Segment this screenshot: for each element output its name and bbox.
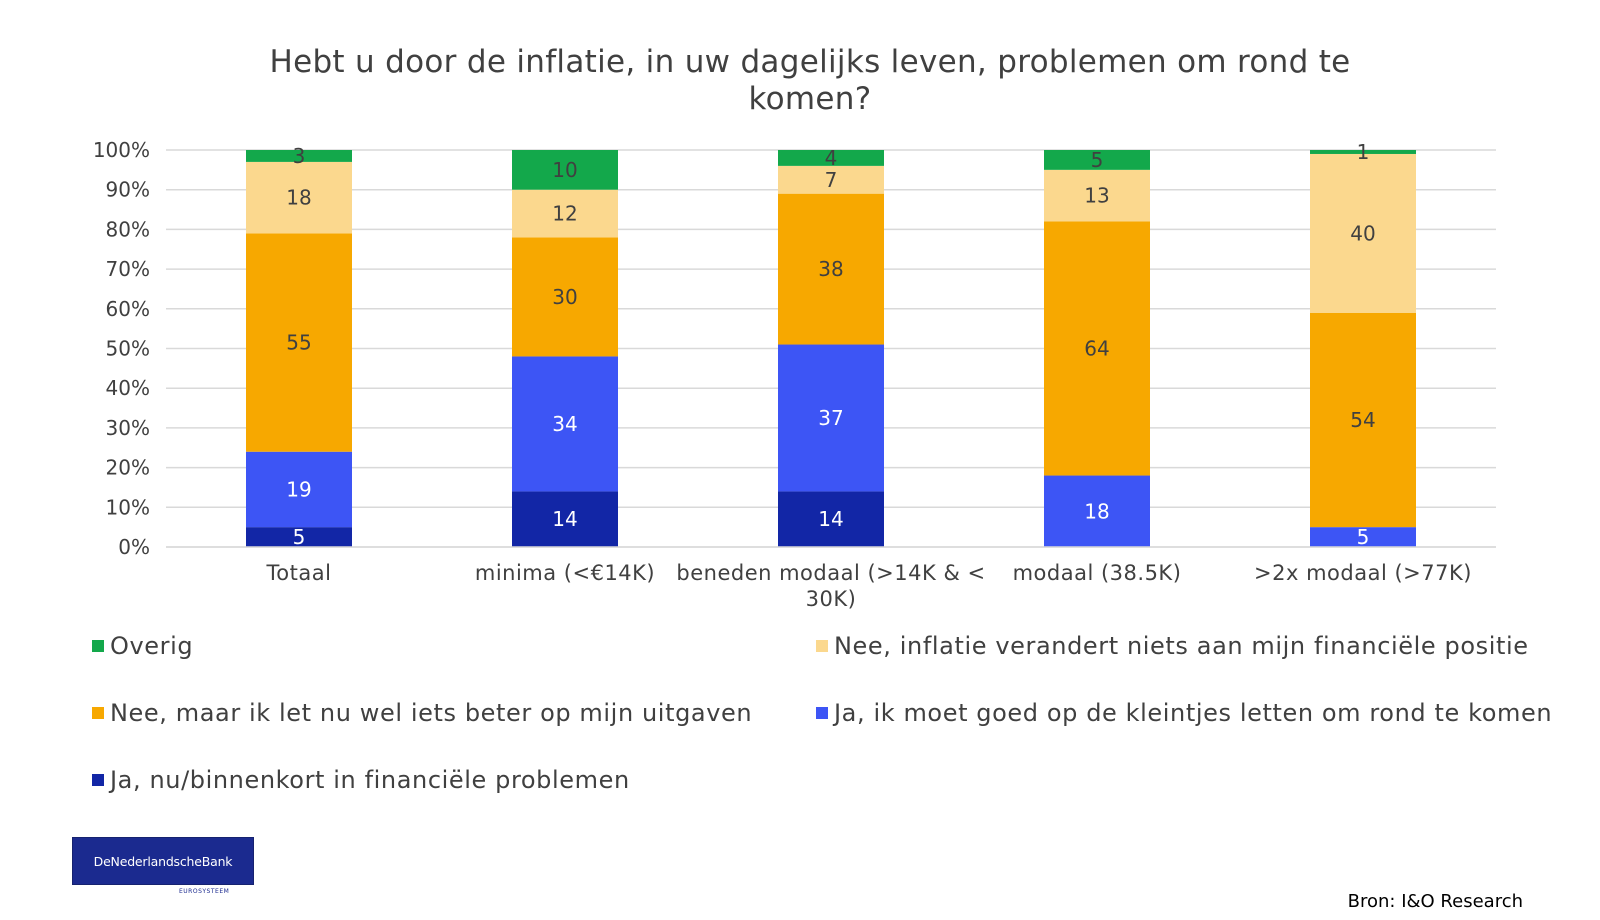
x-tick-label: Totaal [266,561,332,585]
data-label: 4 [825,146,838,170]
bar-segment [246,527,352,547]
legend-swatch [92,640,104,652]
data-label: 18 [286,186,311,210]
y-tick-label: 80% [106,217,150,241]
y-tick-label: 60% [106,297,150,321]
x-tick-label: 30K) [806,587,857,611]
bar-segment [246,233,352,452]
bar-segment [512,237,618,357]
data-label: 55 [286,331,311,355]
bar-segment [512,491,618,547]
stacked-bar-chart: 0%10%20%30%40%50%60%70%80%90%100%5195518… [93,138,1496,611]
bar-segment [512,356,618,492]
legend-item: Nee, maar ik let nu wel iets beter op mi… [92,699,752,727]
data-label: 64 [1084,337,1109,361]
legend-item: Overig [92,632,193,660]
data-label: 10 [552,158,577,182]
data-label: 14 [552,507,577,531]
bar-segment [778,165,884,194]
data-label: 5 [1357,525,1370,549]
data-label: 7 [825,168,838,192]
legend-swatch [816,707,828,719]
data-label: 13 [1084,184,1109,208]
data-label: 30 [552,285,577,309]
legend-label: Nee, inflatie verandert niets aan mijn f… [834,632,1529,660]
data-label: 19 [286,477,311,501]
y-tick-label: 0% [118,535,150,559]
x-tick-label: >2x modaal (>77K) [1254,561,1472,585]
bar-segment [1310,527,1416,547]
data-label: 12 [552,202,577,226]
data-label: 1 [1357,140,1370,164]
bar-segment [1044,475,1150,547]
legend-label: Overig [110,632,194,660]
legend-swatch [816,640,828,652]
bar-segment [246,161,352,234]
y-tick-label: 70% [106,257,150,281]
bar-segment [1310,153,1416,313]
data-label: 38 [818,257,843,281]
bar-segment [778,193,884,345]
bar-segment [1044,150,1150,170]
bar-segment [512,189,618,238]
data-label: 54 [1350,408,1375,432]
bar-segment [1310,150,1416,154]
legend-label: Ja, ik moet goed op de kleintjes letten … [834,699,1553,727]
x-tick-label: beneden modaal (>14K & < [676,561,985,585]
y-tick-label: 30% [106,416,150,440]
data-label: 3 [293,144,306,168]
data-label: 5 [293,525,306,549]
chart-legend: Overig Nee, inflatie verandert niets aan … [92,620,1592,810]
bar-segment [1044,221,1150,476]
legend-item: Ja, ik moet goed op de kleintjes letten … [816,699,1552,727]
chart-title: Hebt u door de inflatie, in uw dagelijks… [269,44,1351,117]
y-tick-label: 50% [106,337,150,361]
bar-segment [778,150,884,166]
bar-segment [1044,169,1150,222]
bar-segment [1310,312,1416,528]
bar-segment [246,451,352,528]
data-label: 40 [1350,221,1375,245]
y-tick-label: 40% [106,376,150,400]
y-tick-label: 20% [106,456,150,480]
x-tick-label: modaal (38.5K) [1013,561,1182,585]
data-label: 34 [552,412,577,436]
data-label: 5 [1091,148,1104,172]
data-label: 14 [818,507,843,531]
legend-item: Ja, nu/binnenkort in financiële probleme… [92,766,630,794]
bar-segment [778,344,884,492]
legend-swatch [92,774,104,786]
bar-segment [512,150,618,190]
legend-label: Ja, nu/binnenkort in financiële probleme… [110,766,630,794]
data-label: 37 [818,406,843,430]
bar-segment [778,491,884,547]
logo-text: DeNederlandscheBank [93,853,233,869]
y-tick-label: 10% [106,495,150,519]
logo-subtitle: EUROSYSTEEM [179,888,230,895]
legend-swatch [92,707,104,719]
legend-label: Nee, maar ik let nu wel iets beter op mi… [110,699,753,727]
dnb-logo: DeNederlandscheBank [73,838,253,884]
y-tick-label: 100% [93,138,150,162]
data-label: 18 [1084,499,1109,523]
bar-segment [246,150,352,162]
legend-item: Nee, inflatie verandert niets aan mijn f… [816,632,1529,660]
x-tick-label: minima (<€14K) [475,561,655,585]
source-note: Bron: I&O Research [1347,891,1523,912]
y-tick-label: 90% [106,178,150,202]
